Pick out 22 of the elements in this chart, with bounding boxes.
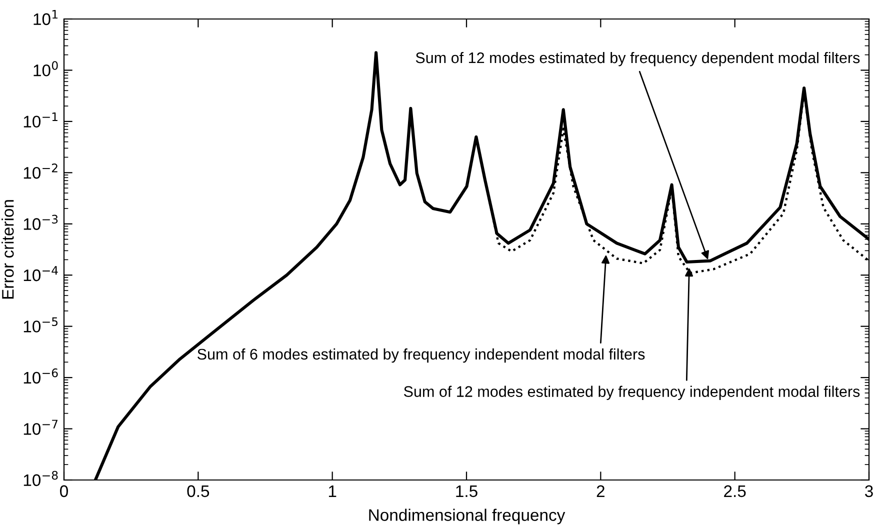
y-tick-label: 10$^{0}$ (34, 61, 58, 76)
x-tick-label: 3 (865, 485, 873, 498)
x-tick-label: 2 (596, 485, 604, 497)
x-tick-label: 2.5 (724, 485, 746, 498)
y-tick-label: 10$^{−2}$ (24, 164, 58, 179)
y-tick-label: 10$^{−3}$ (24, 214, 58, 230)
y-axis-title: Error criterion (2, 200, 14, 299)
y-tick-label: 10$^{−1}$ (24, 112, 58, 128)
y-tick-label: 10$^{1}$ (34, 10, 58, 26)
y-tick-label: 10$^{−7}$ (24, 420, 58, 435)
y-tick-label: 10$^{−5}$ (24, 317, 58, 332)
x-tick-label: 1.5 (456, 485, 478, 498)
annotation: Sum of 12 modes estimated by frequency independent modal filters (404, 386, 860, 400)
y-tick-label: 10$^{−6}$ (24, 368, 58, 384)
y-tick-label: 10$^{−4}$ (24, 266, 58, 282)
x-axis-title: Nondimensional frequency (369, 508, 566, 524)
x-tick-label: 0.5 (187, 485, 210, 498)
y-tick-label: 10$^{−8}$ (24, 470, 58, 486)
annotation: Sum of 12 modes estimated by frequency dependent modal filters (416, 52, 860, 66)
x-tick-label: 0 (60, 485, 68, 498)
annotation: Sum of 6 modes estimated by frequency independent modal filters (198, 348, 645, 363)
x-tick-label: 1 (328, 485, 336, 497)
